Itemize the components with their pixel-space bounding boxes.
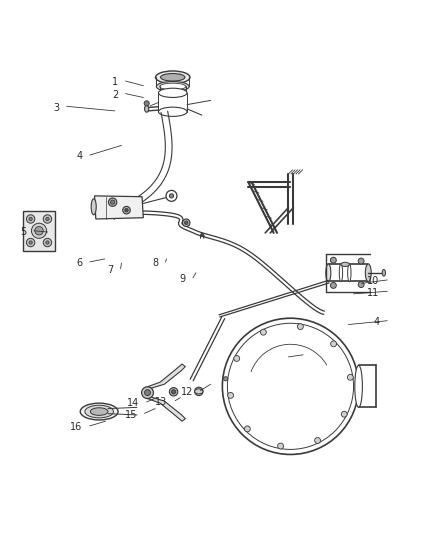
Circle shape xyxy=(347,374,353,380)
Polygon shape xyxy=(148,396,185,421)
Text: 2: 2 xyxy=(112,90,118,100)
Text: 9: 9 xyxy=(179,274,185,284)
Circle shape xyxy=(314,438,321,443)
Circle shape xyxy=(228,392,233,398)
Ellipse shape xyxy=(326,264,331,281)
Text: 13: 13 xyxy=(155,397,168,407)
Text: 16: 16 xyxy=(70,422,82,432)
Text: 6: 6 xyxy=(76,258,82,268)
Ellipse shape xyxy=(159,107,187,116)
Polygon shape xyxy=(95,196,143,219)
Circle shape xyxy=(170,387,178,396)
Circle shape xyxy=(43,215,52,223)
Ellipse shape xyxy=(156,82,189,92)
Circle shape xyxy=(26,215,35,223)
Circle shape xyxy=(123,206,130,214)
Circle shape xyxy=(170,194,173,198)
Text: 8: 8 xyxy=(152,258,158,268)
Ellipse shape xyxy=(155,71,190,84)
Circle shape xyxy=(29,217,32,221)
Circle shape xyxy=(29,241,32,244)
Circle shape xyxy=(166,190,177,201)
Circle shape xyxy=(125,208,128,212)
Circle shape xyxy=(43,238,52,247)
Circle shape xyxy=(141,387,153,399)
Ellipse shape xyxy=(160,83,186,90)
Text: 4: 4 xyxy=(374,317,380,327)
Circle shape xyxy=(223,318,359,455)
Circle shape xyxy=(109,198,117,206)
Ellipse shape xyxy=(339,264,343,281)
Ellipse shape xyxy=(341,262,350,266)
Ellipse shape xyxy=(355,365,362,407)
Text: 14: 14 xyxy=(127,398,139,408)
Ellipse shape xyxy=(159,88,187,98)
Circle shape xyxy=(330,282,336,288)
Circle shape xyxy=(182,219,190,227)
Circle shape xyxy=(194,387,203,395)
Circle shape xyxy=(110,200,115,204)
Circle shape xyxy=(144,101,149,106)
Ellipse shape xyxy=(80,403,118,420)
Circle shape xyxy=(46,217,49,221)
Circle shape xyxy=(145,390,151,395)
Ellipse shape xyxy=(365,264,371,281)
Text: 12: 12 xyxy=(180,387,193,397)
Text: 4: 4 xyxy=(76,151,82,161)
Circle shape xyxy=(32,223,46,238)
Ellipse shape xyxy=(194,389,203,394)
Polygon shape xyxy=(148,364,185,389)
Circle shape xyxy=(26,238,35,247)
Ellipse shape xyxy=(90,408,108,415)
Circle shape xyxy=(278,443,283,449)
Ellipse shape xyxy=(145,106,149,112)
Circle shape xyxy=(261,329,266,335)
Circle shape xyxy=(234,356,240,361)
Circle shape xyxy=(330,257,336,263)
Circle shape xyxy=(331,341,336,347)
Circle shape xyxy=(244,426,250,432)
Circle shape xyxy=(35,227,43,235)
Text: 10: 10 xyxy=(367,276,380,286)
Text: 11: 11 xyxy=(367,288,380,297)
Ellipse shape xyxy=(348,264,351,281)
Ellipse shape xyxy=(382,270,385,276)
Circle shape xyxy=(358,281,364,287)
Circle shape xyxy=(224,377,228,381)
Circle shape xyxy=(227,324,353,449)
Circle shape xyxy=(46,241,49,244)
Text: 3: 3 xyxy=(53,102,59,112)
Text: 15: 15 xyxy=(125,409,137,419)
Text: 7: 7 xyxy=(107,265,113,275)
Circle shape xyxy=(172,390,176,394)
Ellipse shape xyxy=(85,405,113,418)
Circle shape xyxy=(184,221,188,224)
Circle shape xyxy=(297,324,304,329)
Ellipse shape xyxy=(161,74,185,81)
Text: 5: 5 xyxy=(20,227,26,237)
Ellipse shape xyxy=(91,199,96,215)
Circle shape xyxy=(341,411,347,417)
Circle shape xyxy=(358,258,364,264)
Polygon shape xyxy=(23,211,55,251)
Text: 1: 1 xyxy=(112,77,118,87)
